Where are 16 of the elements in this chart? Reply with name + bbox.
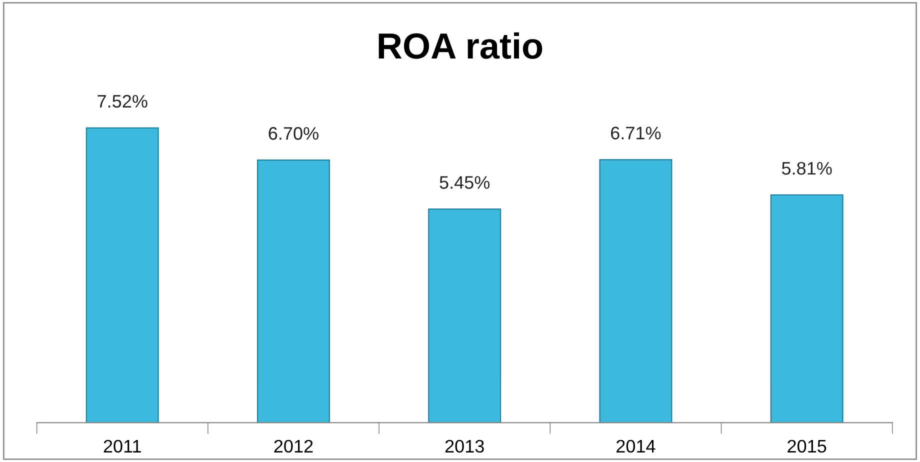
x-tick-label: 2013 (445, 440, 484, 453)
bar (770, 194, 844, 423)
x-tick-label: 2014 (616, 440, 656, 453)
bar (599, 159, 672, 423)
data-label: 5.81% (782, 162, 832, 175)
x-tick-label: 2015 (788, 440, 826, 453)
x-tick-label: 2012 (274, 440, 313, 453)
data-label: 6.70% (268, 127, 318, 140)
data-label: 7.52% (98, 94, 148, 108)
bar (86, 127, 159, 423)
data-label: 6.71% (611, 126, 661, 140)
chart-title: ROA ratio (378, 32, 542, 59)
bar (428, 208, 502, 423)
data-label: 5.45% (440, 176, 490, 189)
x-tick-label: 2011 (104, 440, 141, 453)
bar (256, 160, 330, 423)
